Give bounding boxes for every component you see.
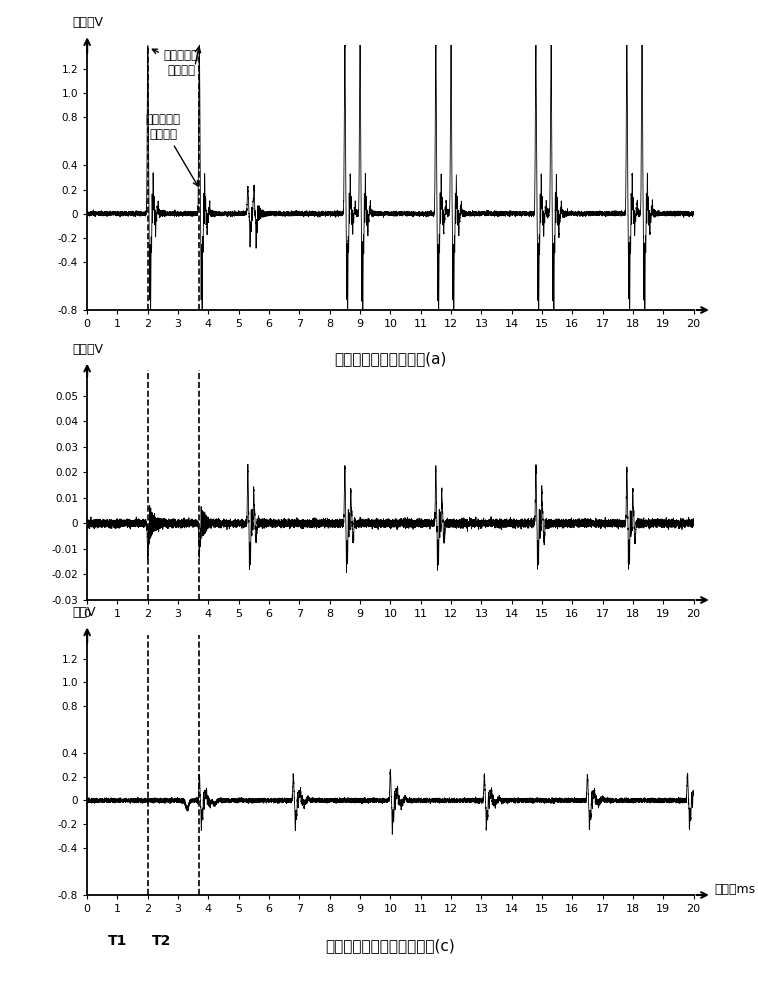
Text: 幅值：V: 幅值：V [72,16,103,29]
Text: 时间：ms: 时间：ms [715,883,756,896]
Text: T1: T1 [108,934,127,948]
Text: 幅值V: 幅值V [72,606,96,619]
Text: 变压器本体
局放脉冲: 变压器本体 局放脉冲 [152,49,199,77]
Text: 幅值：V: 幅值：V [72,343,103,356]
Text: 末屏接地线传感器波形(a): 末屏接地线传感器波形(a) [334,351,446,366]
Text: 时域脉冲对比滤除后的波形(c): 时域脉冲对比滤除后的波形(c) [325,938,456,953]
Text: T2: T2 [152,934,171,948]
Text: 变压器套管
局放脉冲: 变压器套管 局放脉冲 [146,113,198,186]
Text: 铁芯接地线传感器波形(b): 铁芯接地线传感器波形(b) [334,643,446,658]
